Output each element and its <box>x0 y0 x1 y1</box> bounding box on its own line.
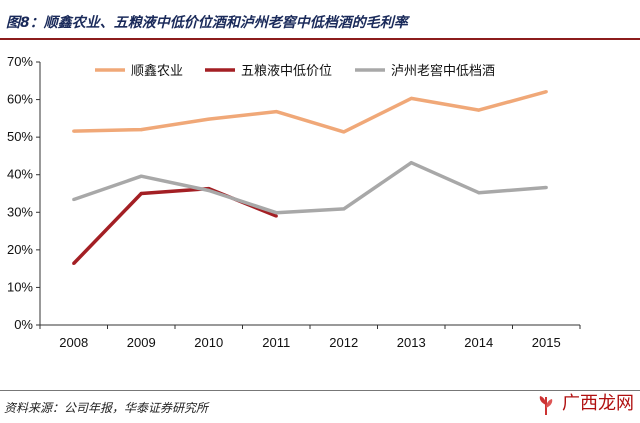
data-point <box>544 185 548 190</box>
line-chart: 0% 10% 20% 30% 40% 50% 60% 70% 2008 2009 2010 2011 2… <box>7 54 581 350</box>
y-tick-label: 70% <box>7 54 33 69</box>
data-point <box>409 161 413 165</box>
legend-label: 泸州老窖中低档酒 <box>391 63 495 79</box>
y-tick-label: 30% <box>7 204 33 219</box>
x-tick-label: 2013 <box>397 335 426 350</box>
data-point <box>274 109 278 114</box>
title-divider <box>0 38 640 40</box>
data-point <box>477 108 481 112</box>
series-line-0 <box>73 90 547 134</box>
y-tick-label: 50% <box>7 129 33 144</box>
y-tick-label: 60% <box>7 92 33 107</box>
figure-header: 图8：顺鑫农业、五粮液中低价位酒和泸州老窖中低档酒的毛利率 <box>0 0 640 38</box>
x-tick-label: 2015 <box>532 335 561 350</box>
y-tick-label: 40% <box>7 167 33 182</box>
x-tick-label: 2009 <box>127 335 156 350</box>
data-point <box>477 191 481 195</box>
y-tick-label: 20% <box>7 242 33 257</box>
data-point <box>139 174 143 178</box>
data-point <box>342 130 346 134</box>
y-tick-label: 10% <box>7 279 33 294</box>
footer-divider <box>0 390 640 391</box>
watermark-text: 广西龙网 <box>562 393 634 414</box>
x-tick-label: 2010 <box>194 335 223 350</box>
data-point <box>139 128 143 132</box>
figure-title: 图8：顺鑫农业、五粮液中低价位酒和泸州老窖中低档酒的毛利率 <box>6 15 408 31</box>
legend-label: 顺鑫农业 <box>131 63 183 79</box>
x-tick-label: 2011 <box>262 335 290 350</box>
data-point <box>342 207 346 211</box>
watermark: 广西龙网 <box>535 389 634 415</box>
data-point <box>139 191 143 196</box>
data-point <box>544 90 548 94</box>
source-note: 资料来源：公司年报，华泰证券研究所 <box>4 401 209 415</box>
data-point <box>72 261 76 265</box>
data-point <box>72 197 76 202</box>
series-line-2 <box>73 160 547 215</box>
plant-logo-icon <box>539 395 553 415</box>
data-point <box>207 188 211 193</box>
x-tick-label: 2014 <box>464 335 493 350</box>
legend-label: 五粮液中低价位 <box>241 64 332 79</box>
data-point <box>207 117 211 121</box>
data-point <box>274 214 278 218</box>
data-point <box>274 211 278 215</box>
series-line-1 <box>72 186 277 265</box>
y-tick-label: 0% <box>14 317 33 332</box>
x-tick-label: 2008 <box>59 335 88 350</box>
data-point <box>409 96 413 101</box>
x-tick-label: 2012 <box>329 335 358 350</box>
data-point <box>72 129 76 133</box>
